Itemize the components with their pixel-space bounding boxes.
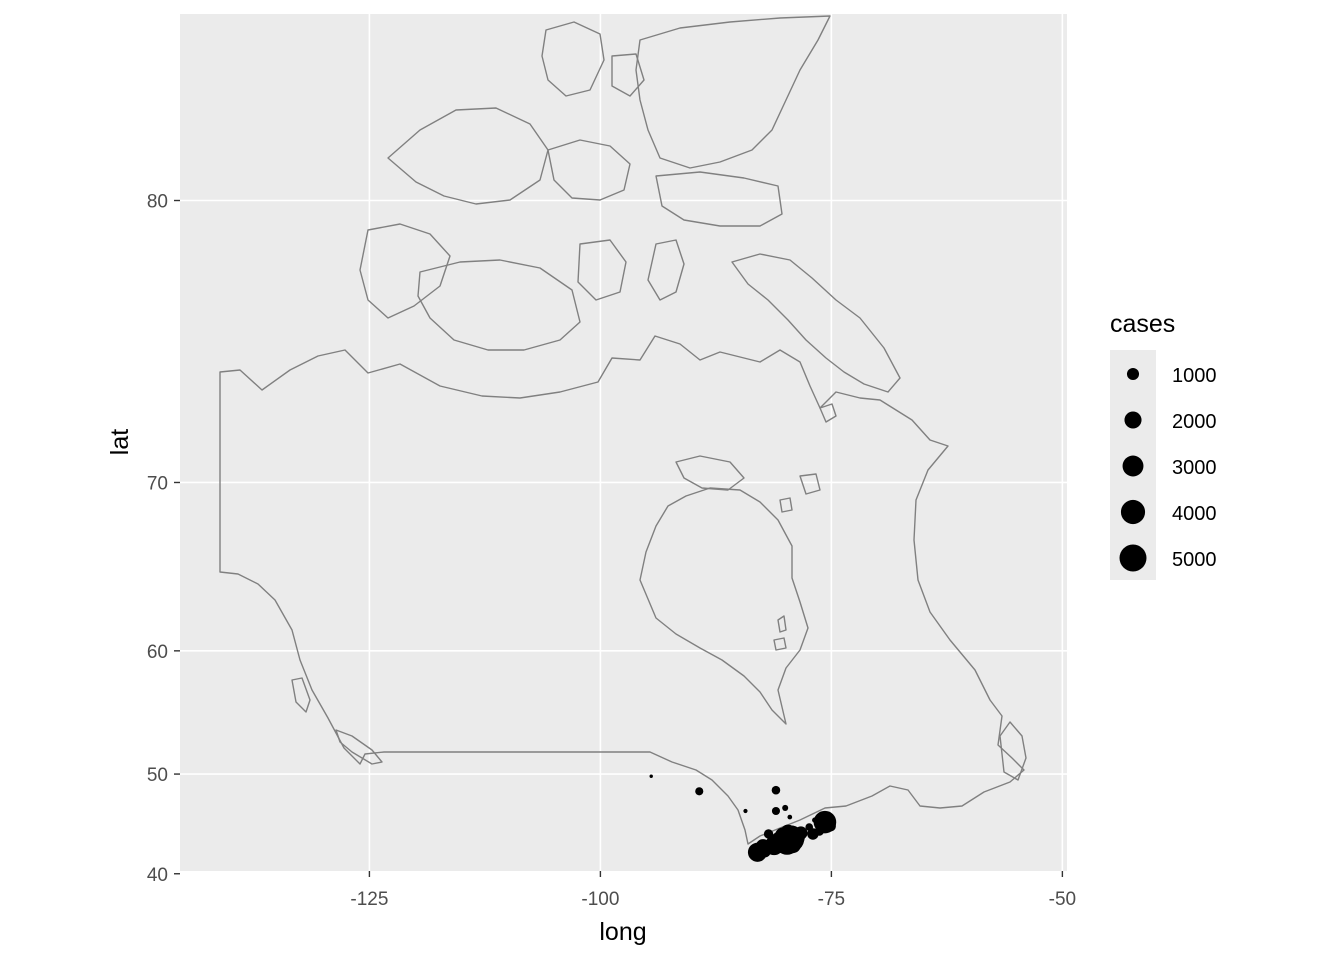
case-points	[649, 774, 837, 862]
case-point	[743, 808, 748, 814]
y-tick-label: 70	[147, 473, 168, 494]
legend-label: 3000	[1172, 457, 1217, 479]
hudson-bay-outline	[639, 487, 809, 725]
prince-of-wales-island-outline	[577, 239, 627, 301]
legend: cases 1000 2000 3000 4000 5000	[1110, 310, 1217, 580]
newfoundland-outline	[999, 721, 1027, 781]
case-point	[794, 826, 808, 840]
vancouver-island-outline	[335, 729, 383, 765]
mansel-island-outline	[779, 497, 793, 513]
coats-island-outline	[799, 473, 821, 495]
x-tick-label: -125	[350, 889, 388, 910]
case-point	[758, 845, 771, 858]
axel-heiberg-outline	[541, 21, 605, 97]
case-point	[782, 804, 789, 811]
y-tick-label: 50	[147, 765, 168, 786]
southampton-island-outline	[675, 455, 745, 491]
case-point	[812, 817, 818, 823]
y-axis: 40 50 60 70 80	[147, 192, 180, 886]
legend-label: 4000	[1172, 503, 1217, 525]
case-point	[775, 839, 790, 854]
legend-key-point	[1119, 544, 1147, 572]
panel-background	[180, 14, 1067, 871]
lake-outline	[819, 403, 837, 423]
ellesmere-island-outline	[635, 15, 831, 169]
case-point	[825, 820, 836, 832]
case-point	[787, 814, 793, 820]
case-point	[771, 785, 781, 795]
x-tick-label: -50	[1049, 889, 1076, 910]
legend-key-point	[1126, 367, 1140, 381]
legend-key-point	[1122, 455, 1144, 477]
akimiski-island-outline	[773, 637, 787, 651]
x-tick-label: -75	[818, 889, 845, 910]
y-tick-label: 40	[147, 865, 168, 886]
y-axis-title: lat	[106, 429, 134, 455]
baffin-island-outline	[731, 253, 901, 393]
y-tick-label: 80	[147, 192, 168, 213]
grid-lines	[180, 14, 1067, 871]
case-point	[780, 824, 796, 840]
legend-title: cases	[1110, 310, 1175, 338]
y-tick-label: 60	[147, 642, 168, 663]
queen-elizabeth-islands-outline	[387, 107, 549, 205]
case-point	[649, 774, 653, 778]
x-axis-title: long	[599, 918, 646, 946]
case-point	[695, 787, 704, 796]
haida-gwaii-outline	[291, 677, 311, 713]
x-axis: -125 -100 -75 -50	[350, 871, 1076, 910]
case-point	[771, 806, 781, 816]
legend-label: 5000	[1172, 549, 1217, 571]
banks-island-outline	[359, 223, 451, 319]
legend-items: 1000 2000 3000 4000 5000	[1119, 365, 1217, 572]
case-point	[763, 829, 774, 839]
legend-label: 1000	[1172, 365, 1217, 387]
case-point	[805, 823, 814, 831]
somerset-island-outline	[647, 239, 685, 301]
legend-label: 2000	[1172, 411, 1217, 433]
canada-outline	[219, 15, 1027, 845]
x-tick-label: -100	[581, 889, 619, 910]
bathurst-island-outline	[611, 53, 645, 97]
mainland-outline	[219, 335, 1025, 845]
melville-island-outline	[547, 139, 631, 201]
legend-key-point	[1124, 411, 1142, 429]
devon-island-outline	[655, 171, 783, 227]
case-point	[814, 826, 825, 836]
belcher-islands-outline	[777, 615, 787, 633]
legend-key-point	[1120, 499, 1146, 525]
victoria-island-outline	[417, 259, 581, 351]
